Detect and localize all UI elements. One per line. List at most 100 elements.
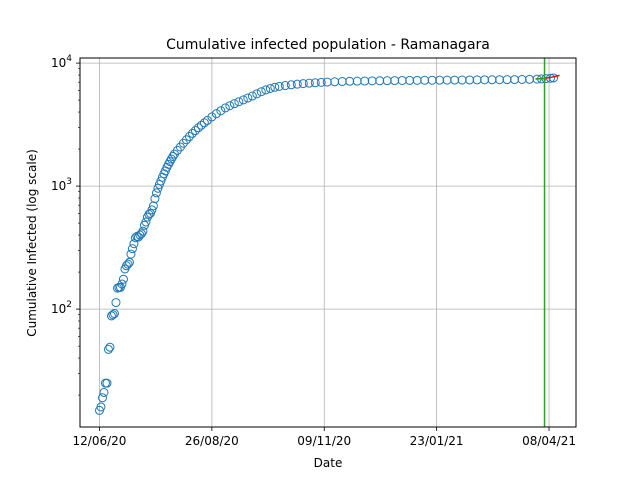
y-tick-base: 10 bbox=[51, 179, 66, 193]
data-point bbox=[517, 74, 527, 84]
data-point bbox=[138, 226, 148, 236]
y-tick-exponent: 4 bbox=[66, 54, 72, 64]
data-point bbox=[457, 75, 467, 85]
data-point bbox=[382, 76, 392, 86]
data-point bbox=[427, 75, 437, 85]
data-point bbox=[397, 75, 407, 85]
data-point bbox=[166, 154, 176, 164]
data-point bbox=[196, 120, 206, 130]
data-point bbox=[108, 310, 118, 320]
data-point bbox=[168, 152, 178, 162]
data-point bbox=[184, 132, 194, 142]
data-point bbox=[127, 244, 137, 254]
x-tick-label: 12/06/20 bbox=[73, 434, 127, 448]
data-point bbox=[412, 75, 422, 85]
x-axis-ticks: 12/06/20 26/08/20 09/11/20 23/01/21 08/04/21 bbox=[73, 427, 576, 448]
data-point bbox=[256, 87, 266, 97]
data-point bbox=[435, 75, 445, 85]
chart-title: Cumulative infected population - Ramanag… bbox=[166, 37, 490, 53]
data-point bbox=[238, 95, 248, 105]
data-point bbox=[123, 259, 133, 269]
data-point bbox=[525, 74, 535, 84]
data-point bbox=[187, 128, 197, 138]
data-point bbox=[106, 311, 116, 321]
data-point bbox=[105, 342, 115, 352]
x-tick-label: 08/04/21 bbox=[522, 434, 576, 448]
data-point bbox=[207, 112, 217, 122]
data-point bbox=[502, 75, 512, 85]
data-point bbox=[345, 76, 355, 86]
data-point bbox=[495, 75, 505, 85]
data-point bbox=[487, 75, 497, 85]
data-point bbox=[330, 77, 340, 87]
data-point bbox=[390, 76, 400, 86]
data-point bbox=[375, 76, 385, 86]
data-point bbox=[141, 217, 151, 227]
y-axis-label: Cumulative Infected (log scale) bbox=[25, 149, 39, 337]
data-point bbox=[270, 82, 280, 92]
data-point bbox=[136, 229, 146, 239]
data-point bbox=[360, 76, 370, 86]
data-point bbox=[292, 79, 302, 89]
data-point bbox=[352, 76, 362, 86]
data-point bbox=[510, 75, 520, 85]
data-point bbox=[225, 101, 235, 111]
data-point bbox=[199, 118, 209, 128]
data-point bbox=[118, 274, 128, 284]
x-tick-label: 23/01/21 bbox=[410, 434, 464, 448]
y-tick-base: 10 bbox=[51, 56, 66, 70]
data-point bbox=[165, 157, 175, 167]
data-point bbox=[229, 99, 239, 109]
data-point bbox=[274, 81, 284, 91]
data-point bbox=[97, 393, 107, 403]
data-point bbox=[193, 123, 203, 133]
data-point bbox=[420, 75, 430, 85]
data-point bbox=[316, 77, 326, 87]
y-tick-label: 102 bbox=[51, 300, 72, 316]
data-point bbox=[216, 106, 226, 116]
data-point bbox=[405, 75, 415, 85]
data-point bbox=[252, 89, 262, 99]
data-point bbox=[202, 115, 212, 125]
data-point bbox=[322, 77, 332, 87]
data-point bbox=[298, 79, 308, 89]
data-point bbox=[148, 201, 158, 211]
data-point bbox=[99, 387, 109, 397]
data-point bbox=[103, 344, 113, 354]
y-tick-label: 103 bbox=[51, 177, 72, 193]
y-tick-base: 10 bbox=[51, 302, 66, 316]
data-point bbox=[465, 75, 475, 85]
data-point bbox=[472, 75, 482, 85]
data-point bbox=[480, 75, 490, 85]
data-point bbox=[367, 76, 377, 86]
data-point bbox=[96, 402, 106, 412]
observed-series bbox=[94, 73, 559, 415]
data-point bbox=[337, 77, 347, 87]
y-tick-exponent: 3 bbox=[66, 177, 72, 187]
x-tick-label: 26/08/20 bbox=[185, 434, 239, 448]
data-point bbox=[117, 279, 127, 289]
data-point bbox=[442, 75, 452, 85]
x-tick-label: 09/11/20 bbox=[297, 434, 351, 448]
data-point bbox=[111, 298, 121, 308]
data-point bbox=[450, 75, 460, 85]
data-point bbox=[280, 81, 290, 91]
data-point bbox=[234, 97, 244, 107]
data-point bbox=[304, 78, 314, 88]
plot-frame bbox=[79, 57, 577, 428]
data-point bbox=[181, 135, 191, 145]
data-point bbox=[310, 78, 320, 88]
data-point bbox=[211, 109, 221, 119]
data-point bbox=[147, 205, 157, 215]
data-point bbox=[150, 194, 160, 204]
data-point bbox=[243, 93, 253, 103]
data-point bbox=[286, 80, 296, 90]
data-point bbox=[261, 85, 271, 95]
data-point bbox=[109, 309, 119, 319]
data-point bbox=[133, 232, 143, 242]
data-point bbox=[265, 83, 275, 93]
grid bbox=[80, 58, 576, 427]
data-point bbox=[247, 91, 257, 101]
